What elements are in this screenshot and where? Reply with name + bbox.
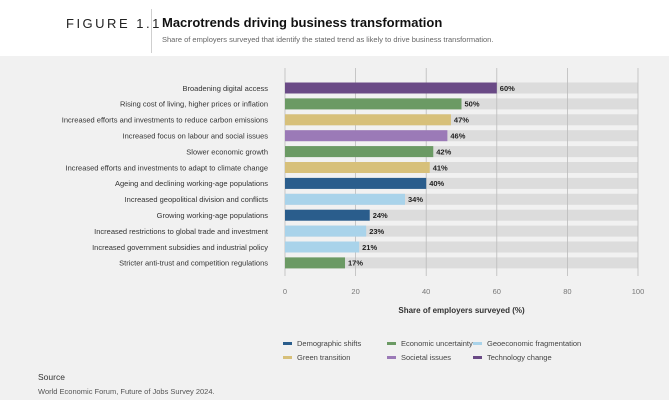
bar <box>285 98 462 110</box>
bar <box>285 114 451 126</box>
bar <box>285 241 360 253</box>
bar-track <box>285 177 638 189</box>
data-label: 34% <box>408 195 423 204</box>
bar <box>285 177 427 189</box>
category-label: Ageing and declining working-age populat… <box>115 179 268 188</box>
figure-label: FIGURE 1.1 <box>66 16 162 31</box>
x-tick-label: 60 <box>493 287 501 296</box>
chart-subtitle: Share of employers surveyed that identif… <box>162 35 494 44</box>
bar <box>285 209 370 221</box>
data-label: 24% <box>373 211 388 220</box>
legend-item: Geoeconomic fragmentation <box>473 339 623 348</box>
x-axis-label: Share of employers surveyed (%) <box>398 306 525 315</box>
bar-track <box>285 146 638 158</box>
bar-track <box>285 209 638 221</box>
legend-swatch <box>473 341 482 345</box>
source-heading: Source <box>38 372 65 382</box>
bar-chart: Broadening digital access Rising cost of … <box>62 68 644 315</box>
bar <box>285 193 406 205</box>
category-label: Growing working-age populations <box>157 211 269 220</box>
legend-swatch <box>387 341 396 345</box>
legend-swatch <box>473 355 482 359</box>
x-tick-labels: 0 20 40 60 80 100 <box>283 287 644 296</box>
legend-item: Societal issues <box>387 353 473 362</box>
data-label: 42% <box>436 147 451 156</box>
bars <box>285 82 497 269</box>
data-label: 60% <box>500 84 515 93</box>
legend-label: Green transition <box>297 352 351 362</box>
bar-track <box>285 130 638 142</box>
bar <box>285 130 448 142</box>
category-label: Broadening digital access <box>183 84 269 93</box>
bar-tracks <box>285 82 638 269</box>
x-tick-label: 100 <box>632 287 645 296</box>
bar <box>285 146 434 158</box>
bar-track <box>285 257 638 269</box>
legend-label: Societal issues <box>401 352 452 362</box>
category-labels: Broadening digital access Rising cost of … <box>62 84 269 268</box>
data-label: 46% <box>450 132 465 141</box>
legend-item: Green transition <box>283 353 387 362</box>
data-label: 40% <box>429 179 444 188</box>
data-label: 50% <box>465 100 480 109</box>
category-label: Stricter anti-trust and competition regu… <box>119 259 268 268</box>
category-label: Increased government subsidies and indus… <box>92 243 268 252</box>
data-label: 41% <box>433 163 448 172</box>
x-tick-label: 20 <box>351 287 359 296</box>
legend-item: Technology change <box>473 353 623 362</box>
category-label: Slower economic growth <box>186 147 268 156</box>
x-tick-label: 40 <box>422 287 430 296</box>
data-label: 21% <box>362 243 377 252</box>
legend-label: Technology change <box>487 352 552 362</box>
bar-track <box>285 193 638 205</box>
legend-row: Demographic shifts Economic uncertainty Ge… <box>283 336 623 350</box>
legend-swatch <box>283 355 292 359</box>
legend-label: Demographic shifts <box>297 338 362 348</box>
legend-label: Geoeconomic fragmentation <box>487 338 582 348</box>
bar <box>285 82 497 94</box>
figure-header: FIGURE 1.1 Macrotrends driving business … <box>0 0 669 56</box>
x-tick-label: 0 <box>283 287 287 296</box>
legend-label: Economic uncertainty <box>401 338 473 348</box>
bar-track <box>285 162 638 173</box>
bar <box>285 257 346 269</box>
legend-swatch <box>283 341 292 345</box>
category-label: Increased efforts and investments to ada… <box>66 163 268 172</box>
legend-swatch <box>387 355 396 359</box>
header-divider <box>151 9 152 53</box>
bar <box>285 162 430 173</box>
bar-track <box>285 114 638 126</box>
source-text: World Economic Forum, Future of Jobs Sur… <box>38 387 215 396</box>
data-label: 47% <box>454 116 469 125</box>
legend-row: Green transition Societal issues Technolog… <box>283 350 623 364</box>
x-tick-label: 80 <box>563 287 571 296</box>
chart-title: Macrotrends driving business transformat… <box>162 15 443 30</box>
category-label: Increased restrictions to global trade a… <box>94 227 269 236</box>
legend-item: Demographic shifts <box>283 339 387 348</box>
bar-track <box>285 241 638 253</box>
bar <box>285 225 367 237</box>
category-label: Increased efforts and investments to red… <box>62 116 268 125</box>
data-label: 17% <box>348 259 363 268</box>
category-label: Rising cost of living, higher prices or … <box>120 100 268 109</box>
bar-track <box>285 225 638 237</box>
category-label: Increased geopolitical division and conf… <box>125 195 269 204</box>
category-label: Increased focus on labour and social iss… <box>122 132 268 141</box>
legend-item: Economic uncertainty <box>387 339 473 348</box>
chart-legend: Demographic shifts Economic uncertainty Ge… <box>283 336 623 364</box>
value-labels: 60% 50% 47% 46% 42% 41% 40% 34% 24% 23% 21% 17% <box>348 84 515 268</box>
data-label: 23% <box>369 227 384 236</box>
